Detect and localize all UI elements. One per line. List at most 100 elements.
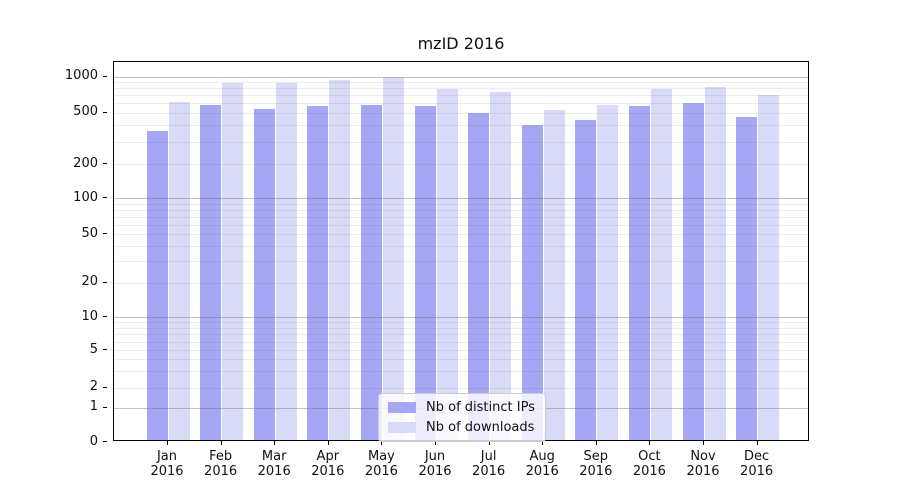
legend-item-ips: Nb of distinct IPs [388,400,535,415]
gridline-600 [114,103,808,105]
y-tick-label-5: 5 [89,341,98,357]
y-tick-mark [103,197,107,198]
x-tick-mark [381,441,383,445]
bar-mar-downloads [275,83,297,440]
month-label: Apr [316,449,340,464]
bars-layer [114,62,808,440]
legend-swatch [388,402,416,413]
bar-feb-ips [200,104,222,440]
y-tick-label-500: 500 [73,104,98,120]
plot-area: Nb of distinct IPs Nb of downloads [113,61,809,442]
bar-jan-downloads [168,102,190,440]
gridline-60 [114,224,808,226]
chart-title: mzID 2016 [417,34,505,53]
bar-sep-ips [575,120,597,440]
x-tick-label-jan: Jan 2016 [135,449,199,479]
bar-oct-ips [628,105,650,440]
gridline-200 [114,164,808,166]
x-tick-label-jul: Jul 2016 [457,449,521,479]
month-label: Sep [583,449,609,464]
gridline-10 [114,317,808,318]
x-tick-mark [542,441,544,445]
gridline-8 [114,327,808,329]
gridline-100 [114,198,808,199]
y-tick-mark [103,163,107,165]
bar-sep-downloads [597,104,619,440]
month-label: May [367,449,395,464]
x-tick-mark [488,441,490,445]
gridline-80 [114,209,808,211]
y-axis: 0 1 2 5 10 20 50 100 200 500 1000 [0,61,107,449]
legend-swatch [388,422,416,433]
x-tick-mark [595,441,597,445]
year-label: 2016 [364,464,398,479]
gridline-400 [114,125,808,127]
gridline-30 [114,261,808,263]
month-label: Dec [744,449,770,464]
y-tick-label-100: 100 [73,189,98,205]
gridline-3 [114,371,808,373]
y-tick-label-0: 0 [89,433,98,449]
year-label: 2016 [257,464,291,479]
gridline-1000 [114,76,808,78]
gridline-300 [114,141,808,143]
x-tick-mark [756,441,758,445]
year-label: 2016 [472,464,506,479]
y-tick-label-1: 1 [89,399,98,415]
gridline-4 [114,359,808,361]
y-tick-label-10: 10 [81,308,98,324]
bar-apr-ips [307,106,329,440]
y-tick-label-1000: 1000 [64,68,98,84]
month-label: Jul [480,449,497,464]
year-label: 2016 [311,464,345,479]
gridline-700 [114,95,808,97]
y-tick-mark [103,406,107,408]
bar-aug-downloads [543,109,565,440]
y-tick-mark [103,316,107,317]
y-tick-mark [103,441,107,442]
year-label: 2016 [150,464,184,479]
gridline-70 [114,216,808,218]
year-label: 2016 [579,464,613,479]
bar-jan-ips [146,131,168,440]
gridline-20 [114,282,808,284]
x-tick-mark [274,441,276,445]
gridline-500 [114,112,808,114]
gridline-800 [114,88,808,90]
x-axis: Jan 2016 Feb 2016 Mar 2016 Apr 2016 May 2016 Jun 20… [113,441,809,496]
month-label: Jun [424,449,446,464]
gridline-2 [114,387,808,389]
x-tick-label-nov: Nov 2016 [671,449,735,479]
bar-jul-ips [468,112,490,440]
gridline-90 [114,203,808,205]
bar-dec-downloads [758,94,780,440]
bar-feb-downloads [222,83,244,440]
month-label: Oct [638,449,661,464]
x-tick-mark [167,441,168,445]
y-tick-mark [103,233,107,235]
month-label: Mar [261,449,287,464]
x-tick-mark [327,441,329,445]
x-tick-label-jun: Jun 2016 [403,449,467,479]
bar-may-downloads [382,77,404,440]
y-tick-label-50: 50 [81,225,98,241]
x-tick-mark [649,441,651,445]
year-label: 2016 [740,464,774,479]
y-tick-mark [103,281,107,283]
gridline-40 [114,246,808,248]
y-tick-label-200: 200 [73,155,98,171]
bar-jun-downloads [436,88,458,440]
x-tick-label-sep: Sep 2016 [564,449,628,479]
month-label: Jan [156,449,178,464]
month-label: Aug [529,449,555,464]
y-tick-label-20: 20 [81,274,98,290]
year-label: 2016 [686,464,720,479]
x-tick-label-feb: Feb 2016 [189,449,253,479]
gridline-5 [114,350,808,352]
x-tick-mark [220,441,222,445]
bar-may-ips [360,104,382,440]
bar-jun-ips [414,106,436,440]
month-label: Feb [209,449,233,464]
gridline-900 [114,82,808,84]
